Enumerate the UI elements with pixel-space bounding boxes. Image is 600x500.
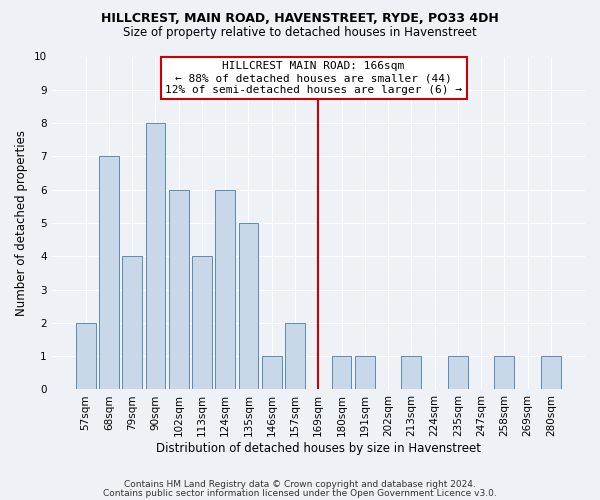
Bar: [146, 123, 166, 390]
Bar: [494, 356, 514, 390]
Bar: [401, 356, 421, 390]
Bar: [76, 323, 95, 390]
Bar: [332, 356, 352, 390]
Bar: [215, 190, 235, 390]
Text: HILLCREST MAIN ROAD: 166sqm
← 88% of detached houses are smaller (44)
12% of sem: HILLCREST MAIN ROAD: 166sqm ← 88% of det…: [165, 62, 462, 94]
Bar: [262, 356, 281, 390]
Bar: [239, 223, 259, 390]
Bar: [285, 323, 305, 390]
Bar: [169, 190, 188, 390]
Y-axis label: Number of detached properties: Number of detached properties: [15, 130, 28, 316]
Bar: [541, 356, 561, 390]
Text: Contains public sector information licensed under the Open Government Licence v3: Contains public sector information licen…: [103, 488, 497, 498]
Bar: [192, 256, 212, 390]
Bar: [99, 156, 119, 390]
Bar: [355, 356, 374, 390]
Text: Contains HM Land Registry data © Crown copyright and database right 2024.: Contains HM Land Registry data © Crown c…: [124, 480, 476, 489]
Bar: [448, 356, 468, 390]
Bar: [122, 256, 142, 390]
Text: Size of property relative to detached houses in Havenstreet: Size of property relative to detached ho…: [123, 26, 477, 39]
Text: HILLCREST, MAIN ROAD, HAVENSTREET, RYDE, PO33 4DH: HILLCREST, MAIN ROAD, HAVENSTREET, RYDE,…: [101, 12, 499, 26]
X-axis label: Distribution of detached houses by size in Havenstreet: Distribution of detached houses by size …: [156, 442, 481, 455]
